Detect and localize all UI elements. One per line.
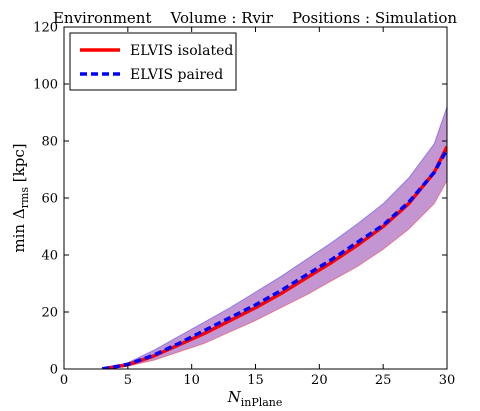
series-line-1	[101, 148, 447, 369]
x-axis-label: NinPlane	[227, 388, 283, 409]
series-layer	[101, 145, 447, 369]
spread-band-tint	[102, 106, 447, 369]
x-tick-label: 25	[375, 373, 392, 388]
y-tick-label: 60	[41, 192, 58, 207]
x-tick-label: 15	[247, 373, 264, 388]
x-tick-label: 20	[311, 373, 328, 388]
legend: ELVIS isolated ELVIS paired	[69, 32, 237, 91]
x-tick-label: 5	[124, 373, 132, 388]
x-axis-label-sub: inPlane	[241, 396, 283, 409]
y-tick-label: 100	[33, 78, 58, 93]
spread-band-layer	[102, 106, 447, 369]
spread-band-fill	[102, 106, 447, 369]
x-axis-label-main: N	[227, 388, 242, 406]
y-axis-label-prefix: min Δ	[10, 208, 28, 252]
y-tick-label: 0	[50, 363, 58, 378]
y-axis-label-suffix: [kpc]	[10, 143, 28, 187]
series-line-0	[102, 145, 447, 369]
y-axis-label-sub: rms	[18, 187, 31, 209]
x-tick-label: 0	[60, 373, 68, 388]
y-tick-label: 120	[33, 21, 58, 36]
spread-band-lower	[102, 180, 447, 369]
y-tick-label: 80	[41, 135, 58, 150]
x-tick-label: 30	[439, 373, 456, 388]
y-axis-label: min Δrms [kpc]	[10, 143, 31, 252]
chart-title: Environment Volume : Rvir Positions : Si…	[53, 9, 457, 27]
legend-box	[69, 32, 237, 91]
spread-band-upper	[102, 106, 447, 369]
x-tick-label: 10	[183, 373, 200, 388]
tick-layer: 0 5 10 15 20 25 30 0 20 40 60 80 100 120	[33, 21, 455, 389]
y-tick-label: 20	[41, 306, 58, 321]
legend-label-paired: ELVIS paired	[130, 67, 223, 83]
y-tick-label: 40	[41, 249, 58, 264]
legend-label-isolated: ELVIS isolated	[130, 43, 233, 59]
